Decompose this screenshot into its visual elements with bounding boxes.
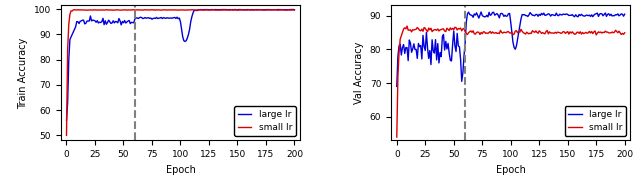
Y-axis label: Val Accuracy: Val Accuracy <box>355 42 364 104</box>
small lr <box>394 75 402 77</box>
X-axis label: Epoch: Epoch <box>496 165 525 175</box>
small lr <box>146 9 154 11</box>
large lr <box>517 18 525 20</box>
large lr <box>64 102 72 104</box>
large lr <box>271 9 279 11</box>
small lr <box>291 9 298 11</box>
small lr <box>186 9 193 11</box>
small lr <box>603 31 611 33</box>
small lr <box>273 9 280 11</box>
X-axis label: Epoch: Epoch <box>166 165 195 175</box>
Legend: large lr, small lr: large lr, small lr <box>234 106 296 136</box>
small lr <box>517 28 525 30</box>
Line: large lr: large lr <box>397 12 625 86</box>
large lr <box>146 17 154 19</box>
large lr <box>476 14 484 16</box>
large lr <box>158 17 166 20</box>
large lr <box>413 57 421 59</box>
small lr <box>158 9 166 11</box>
small lr <box>271 8 279 11</box>
small lr <box>621 32 628 34</box>
large lr <box>477 11 485 13</box>
large lr <box>186 28 193 30</box>
small lr <box>490 32 497 34</box>
small lr <box>477 31 485 34</box>
Y-axis label: Train Accuracy: Train Accuracy <box>19 37 28 109</box>
small lr <box>415 28 422 30</box>
Line: small lr: small lr <box>397 26 625 137</box>
large lr <box>394 55 402 57</box>
large lr <box>63 119 70 121</box>
large lr <box>83 20 91 22</box>
large lr <box>490 11 497 13</box>
large lr <box>621 13 628 15</box>
Line: large lr: large lr <box>67 9 294 120</box>
small lr <box>63 134 70 136</box>
large lr <box>289 8 297 10</box>
large lr <box>393 85 401 87</box>
Line: small lr: small lr <box>67 10 294 135</box>
small lr <box>403 25 411 27</box>
Legend: large lr, small lr: large lr, small lr <box>564 106 626 136</box>
large lr <box>603 15 611 17</box>
large lr <box>291 9 298 11</box>
small lr <box>393 136 401 138</box>
small lr <box>83 9 91 11</box>
small lr <box>64 48 72 51</box>
